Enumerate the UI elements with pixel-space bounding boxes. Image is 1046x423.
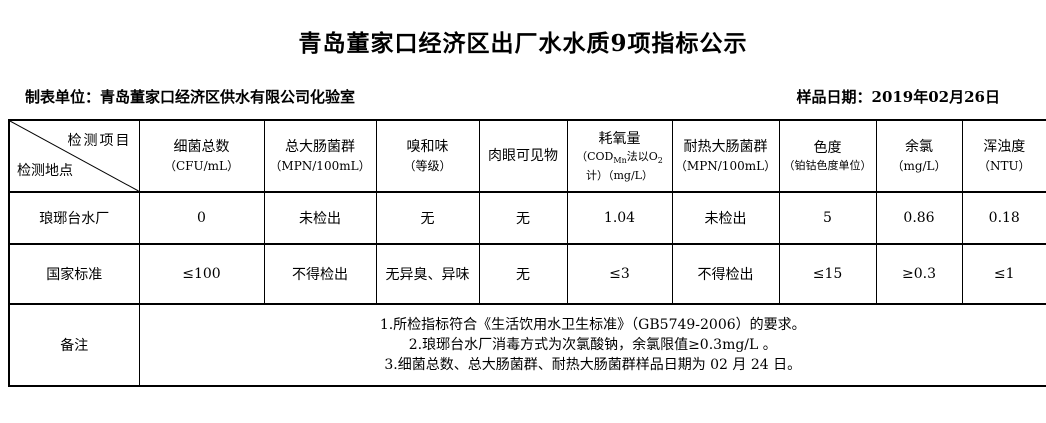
info-bar: 制表单位：青岛董家口经济区供水有限公司化验室 样品日期：2019年02月26日 xyxy=(25,88,1000,106)
cell-value: 1.04 xyxy=(566,191,673,245)
cell-value: 无 xyxy=(478,191,568,245)
cell-value: 不得检出 xyxy=(671,243,780,305)
cell-value: 5 xyxy=(778,191,877,245)
remark-line-1: 1.所检指标符合《生活饮用水卫生标准》（GB5749-2006）的要求。 xyxy=(379,317,806,334)
table-row-national-standard: 国家标准 ≤100 不得检出 无异臭、异味 无 ≤3 不得检出 ≤15 ≥0.3… xyxy=(8,243,1046,305)
column-header-total-coliform: 总大肠菌群 （MPN/100mL） xyxy=(263,119,377,193)
producer-label: 制表单位：青岛董家口经济区供水有限公司化验室 xyxy=(25,88,356,107)
cell-value: ≤1 xyxy=(961,243,1046,305)
header-row: 检测项目 检测地点 细菌总数 （CFU/mL） 总大肠菌群 （MPN/100mL… xyxy=(8,119,1046,193)
column-header-odor-taste: 嗅和味 （等级） xyxy=(375,119,480,193)
cell-value: ≤15 xyxy=(778,243,877,305)
remarks-content: 1.所检指标符合《生活饮用水卫生标准》（GB5749-2006）的要求。 2.琅… xyxy=(138,303,1046,387)
diagonal-line xyxy=(10,121,139,191)
corner-label-location: 检测地点 xyxy=(17,163,73,180)
cell-value: ≤100 xyxy=(138,243,265,305)
oxygen-unit-line1: （CODMn法以O2 xyxy=(576,149,663,166)
remark-line-2: 2.琅琊台水厂消毒方式为次氯酸钠，余氯限值≥0.3mg/L 。 xyxy=(408,337,777,354)
cell-value: ≤3 xyxy=(566,243,673,305)
corner-label-items: 检测项目 xyxy=(67,133,132,150)
cell-value: 0.86 xyxy=(875,191,963,245)
column-header-residual-chlorine: 余氯 （mg/L） xyxy=(875,119,963,193)
remark-line-3: 3.细菌总数、总大肠菌群、耐热大肠菌群样品日期为 02 月 24 日。 xyxy=(384,357,802,374)
cell-value: 0 xyxy=(138,191,265,245)
row-label-national-standard: 国家标准 xyxy=(8,243,140,305)
page-title: 青岛董家口经济区出厂水水质9项指标公示 xyxy=(298,30,748,57)
column-header-visible-matter: 肉眼可见物 xyxy=(478,119,568,193)
cell-value: 无异臭、异味 xyxy=(375,243,480,305)
water-quality-table: 检测项目 检测地点 细菌总数 （CFU/mL） 总大肠菌群 （MPN/100mL… xyxy=(8,119,1046,388)
row-label-langyatai: 琅琊台水厂 xyxy=(8,191,140,245)
column-header-turbidity: 浑浊度 （NTU） xyxy=(961,119,1046,193)
oxygen-unit-line2: 计）（mg/L） xyxy=(586,169,653,183)
cell-value: 未检出 xyxy=(263,191,377,245)
column-header-bacteria-count: 细菌总数 （CFU/mL） xyxy=(138,119,265,193)
cell-value: 不得检出 xyxy=(263,243,377,305)
corner-cell: 检测项目 检测地点 xyxy=(8,119,140,193)
column-header-oxygen-consumption: 耗氧量 （CODMn法以O2 计）（mg/L） xyxy=(566,119,673,193)
sample-date-label: 样品日期：2019年02月26日 xyxy=(796,88,1001,107)
cell-value: 0.18 xyxy=(961,191,1046,245)
remarks-label: 备注 xyxy=(8,303,140,387)
cell-value: 无 xyxy=(478,243,568,305)
cell-value: ≥0.3 xyxy=(875,243,963,305)
remarks-row: 备注 1.所检指标符合《生活饮用水卫生标准》（GB5749-2006）的要求。 … xyxy=(8,303,1046,387)
cell-value: 未检出 xyxy=(671,191,780,245)
column-header-chroma: 色度 （铂钴色度单位） xyxy=(778,119,877,193)
cell-value: 无 xyxy=(375,191,480,245)
column-header-thermotolerant-coliform: 耐热大肠菌群 （MPN/100mL） xyxy=(671,119,780,193)
table-row-langyatai: 琅琊台水厂 0 未检出 无 无 1.04 未检出 5 0.86 0.18 xyxy=(8,191,1046,245)
